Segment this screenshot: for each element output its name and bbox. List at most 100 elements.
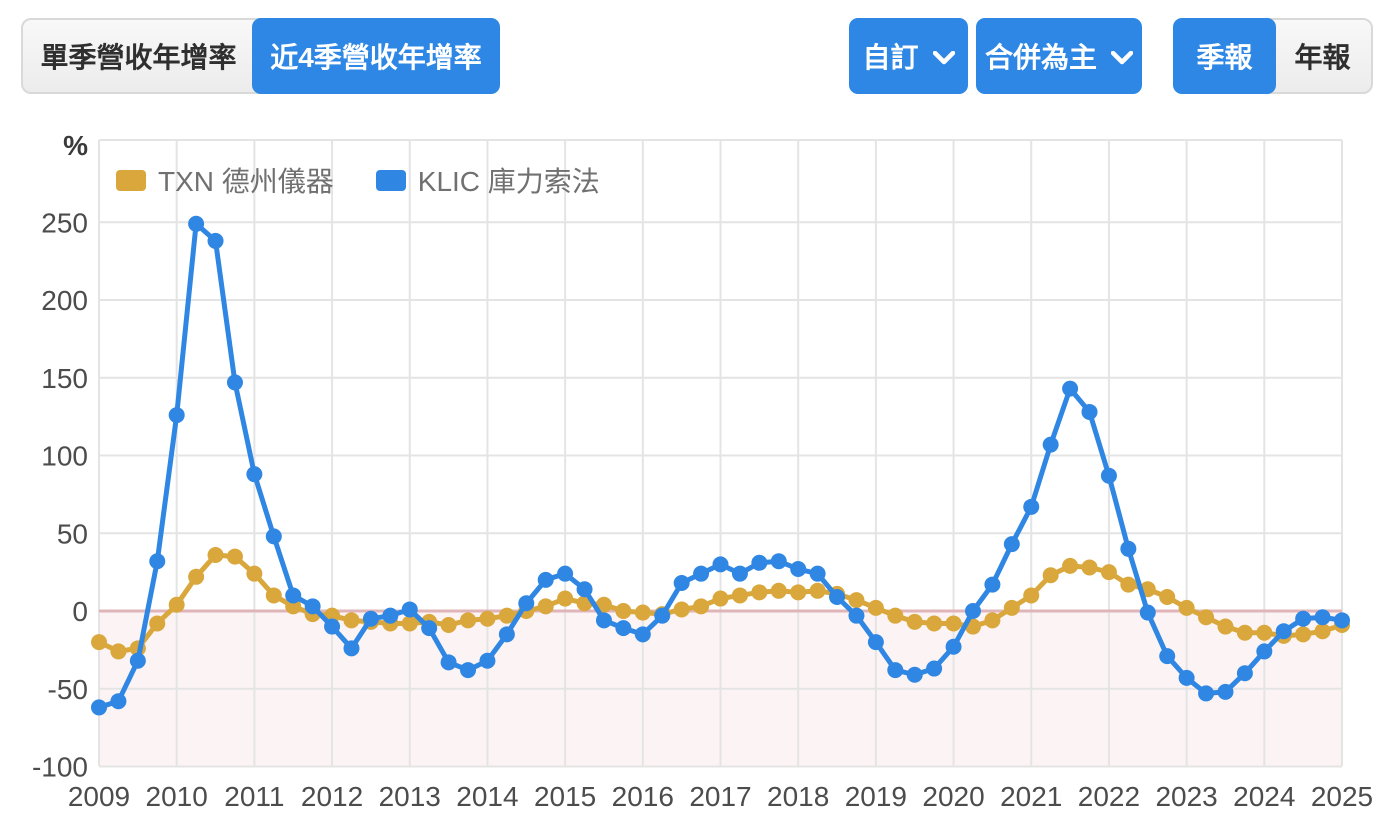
data-point-txn[interactable]	[673, 601, 690, 618]
data-point-klic[interactable]	[362, 610, 379, 627]
data-point-txn[interactable]	[460, 612, 477, 629]
data-point-klic[interactable]	[867, 634, 884, 651]
data-point-klic[interactable]	[576, 581, 593, 598]
data-point-txn[interactable]	[265, 587, 282, 604]
data-point-klic[interactable]	[149, 553, 166, 570]
data-point-klic[interactable]	[790, 561, 807, 578]
data-point-txn[interactable]	[557, 590, 574, 607]
data-point-klic[interactable]	[634, 626, 651, 643]
data-point-txn[interactable]	[110, 643, 127, 660]
data-point-txn[interactable]	[693, 598, 710, 615]
data-point-klic[interactable]	[129, 652, 146, 669]
data-point-txn[interactable]	[887, 607, 904, 624]
data-point-txn[interactable]	[634, 604, 651, 621]
data-point-klic[interactable]	[1198, 685, 1215, 702]
data-point-klic[interactable]	[887, 662, 904, 679]
data-point-klic[interactable]	[1256, 643, 1273, 660]
data-point-klic[interactable]	[1314, 609, 1331, 626]
data-point-txn[interactable]	[343, 612, 360, 629]
data-point-txn[interactable]	[1256, 624, 1273, 641]
data-point-txn[interactable]	[926, 615, 943, 632]
data-point-klic[interactable]	[440, 654, 457, 671]
data-point-klic[interactable]	[809, 565, 826, 582]
data-point-txn[interactable]	[906, 613, 923, 630]
data-point-txn[interactable]	[91, 634, 107, 651]
data-point-klic[interactable]	[712, 556, 729, 573]
data-point-txn[interactable]	[984, 612, 1001, 629]
data-point-klic[interactable]	[1042, 436, 1059, 453]
data-point-txn[interactable]	[1081, 559, 1098, 576]
data-point-txn[interactable]	[770, 582, 787, 599]
data-point-klic[interactable]	[304, 598, 321, 615]
data-point-klic[interactable]	[673, 575, 690, 592]
tab-single-quarter-yoy[interactable]: 單季營收年增率	[23, 20, 254, 92]
data-point-txn[interactable]	[1023, 587, 1040, 604]
data-point-klic[interactable]	[91, 699, 107, 716]
legend-item-txn[interactable]: TXN 德州儀器	[116, 160, 334, 200]
data-point-txn[interactable]	[1100, 564, 1117, 581]
data-point-klic[interactable]	[1295, 610, 1312, 627]
data-point-klic[interactable]	[1023, 498, 1040, 515]
data-point-txn[interactable]	[498, 607, 515, 624]
data-point-klic[interactable]	[324, 618, 341, 635]
data-point-klic[interactable]	[1236, 665, 1253, 682]
custom-range-dropdown[interactable]: 自訂	[849, 18, 968, 94]
data-point-klic[interactable]	[498, 626, 515, 643]
data-point-klic[interactable]	[848, 607, 865, 624]
data-point-klic[interactable]	[615, 620, 632, 637]
data-point-txn[interactable]	[1178, 599, 1195, 616]
data-point-klic[interactable]	[188, 215, 205, 232]
data-point-klic[interactable]	[731, 565, 748, 582]
data-point-txn[interactable]	[1042, 567, 1059, 584]
data-point-klic[interactable]	[265, 528, 282, 545]
data-point-klic[interactable]	[1159, 648, 1176, 665]
data-point-klic[interactable]	[207, 232, 224, 249]
data-point-txn[interactable]	[790, 584, 807, 601]
data-point-txn[interactable]	[945, 615, 962, 632]
data-point-txn[interactable]	[188, 568, 205, 585]
data-point-klic[interactable]	[906, 666, 923, 683]
data-point-txn[interactable]	[867, 599, 884, 616]
data-point-klic[interactable]	[1003, 536, 1020, 553]
data-point-txn[interactable]	[168, 596, 185, 613]
data-point-klic[interactable]	[401, 601, 418, 618]
data-point-klic[interactable]	[1081, 403, 1098, 420]
data-point-klic[interactable]	[1120, 540, 1137, 557]
data-point-klic[interactable]	[479, 652, 496, 669]
data-point-txn[interactable]	[1314, 623, 1331, 640]
data-point-txn[interactable]	[149, 615, 166, 632]
data-point-klic[interactable]	[984, 576, 1001, 593]
data-point-txn[interactable]	[848, 592, 865, 609]
data-point-klic[interactable]	[964, 603, 981, 619]
consolidation-dropdown[interactable]: 合併為主	[976, 18, 1142, 94]
data-point-txn[interactable]	[1198, 609, 1215, 626]
data-point-txn[interactable]	[246, 565, 263, 582]
data-point-klic[interactable]	[1334, 612, 1350, 629]
data-point-txn[interactable]	[440, 616, 457, 633]
tab-annual[interactable]: 年報	[1274, 20, 1371, 92]
data-point-klic[interactable]	[1139, 604, 1156, 621]
data-point-txn[interactable]	[226, 548, 243, 565]
data-point-klic[interactable]	[537, 571, 554, 588]
data-point-klic[interactable]	[168, 407, 185, 424]
data-point-txn[interactable]	[1159, 589, 1176, 606]
data-point-txn[interactable]	[1003, 599, 1020, 616]
data-point-klic[interactable]	[945, 638, 962, 655]
data-point-klic[interactable]	[421, 620, 438, 637]
data-point-klic[interactable]	[751, 554, 768, 571]
data-point-txn[interactable]	[207, 547, 224, 564]
data-point-txn[interactable]	[1217, 618, 1234, 635]
data-point-klic[interactable]	[926, 660, 943, 677]
legend-item-klic[interactable]: KLIC 庫力索法	[375, 160, 600, 200]
data-point-klic[interactable]	[1275, 623, 1292, 640]
data-point-txn[interactable]	[1120, 576, 1137, 593]
data-point-klic[interactable]	[518, 595, 535, 612]
data-point-klic[interactable]	[1062, 380, 1079, 397]
data-point-klic[interactable]	[226, 374, 243, 391]
data-point-txn[interactable]	[1236, 624, 1253, 641]
data-point-klic[interactable]	[693, 565, 710, 582]
data-point-klic[interactable]	[460, 662, 477, 679]
data-point-txn[interactable]	[537, 598, 554, 615]
data-point-klic[interactable]	[246, 466, 263, 483]
data-point-txn[interactable]	[1062, 557, 1079, 574]
